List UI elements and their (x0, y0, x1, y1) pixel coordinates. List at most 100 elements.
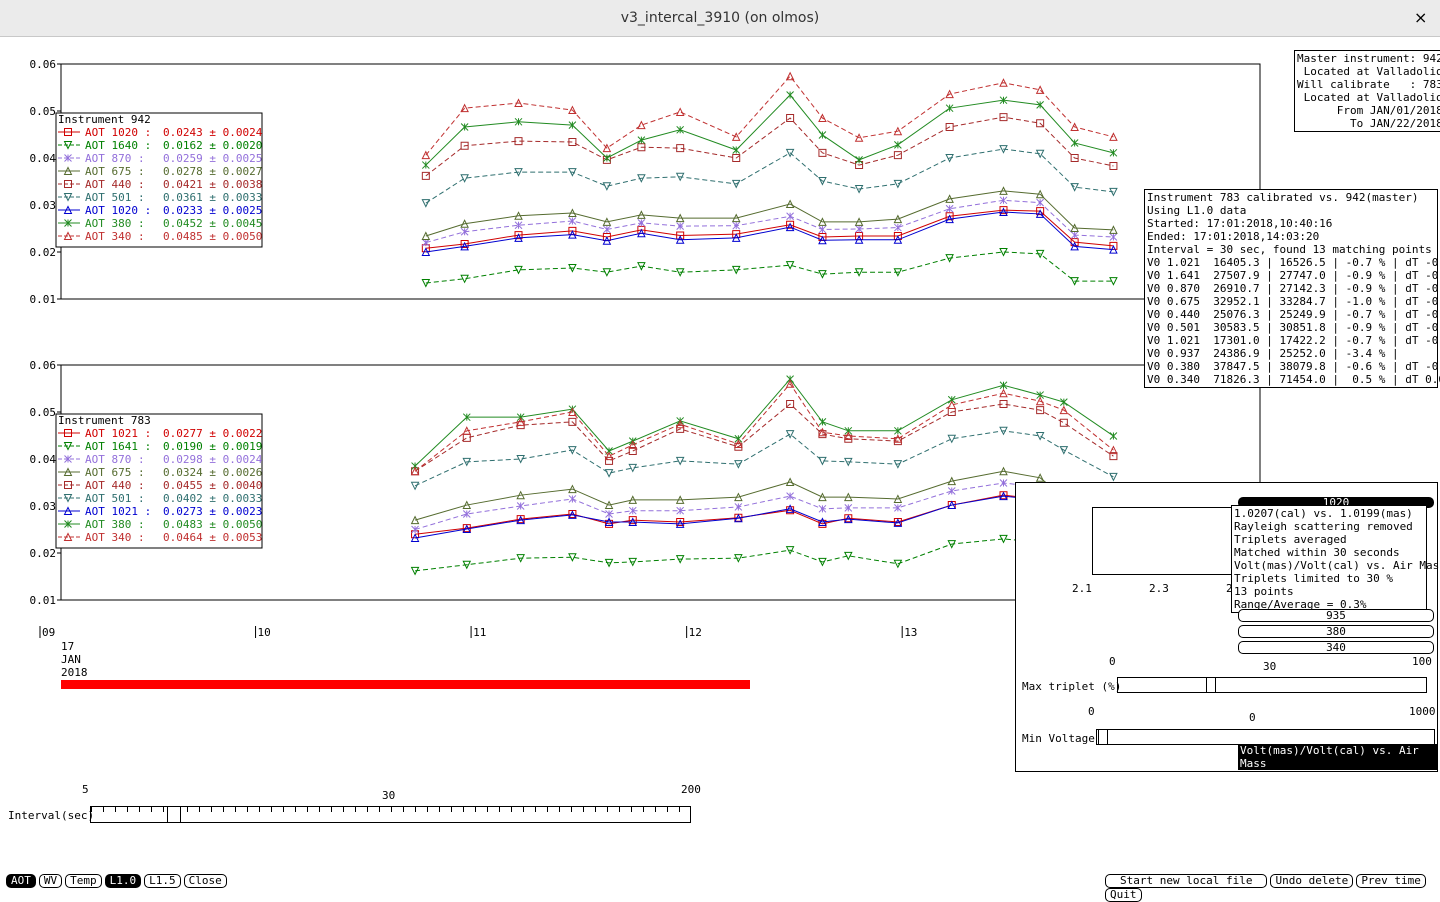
marker (945, 254, 954, 263)
marker (637, 136, 646, 144)
marker (568, 229, 577, 239)
selected-item[interactable]: 1020 (1238, 497, 1434, 508)
marker (893, 460, 903, 469)
button[interactable]: L1.0 (104, 874, 142, 888)
calib-line: Using L1.0 data (1147, 204, 1247, 217)
legend-stat: 0.0162 ± 0.0020 (163, 139, 262, 152)
marker (843, 514, 853, 524)
right-buttons: Start new local file Undo delete Prev time… (1105, 874, 1440, 902)
slider[interactable] (1117, 677, 1427, 693)
marker (637, 262, 646, 271)
marker (1070, 122, 1079, 131)
marker (462, 524, 472, 534)
marker (854, 133, 864, 142)
marker (1036, 101, 1044, 109)
marker (421, 171, 430, 180)
marker (1109, 241, 1118, 250)
interval-slider[interactable] (90, 806, 691, 823)
marker (945, 122, 954, 131)
marker (676, 125, 685, 134)
button[interactable]: Close (183, 874, 227, 888)
button[interactable]: Temp (65, 874, 102, 888)
marker (1035, 149, 1045, 159)
marker (462, 433, 471, 442)
time-range-bar (61, 680, 750, 689)
marker (1036, 207, 1045, 216)
legend-stat: 0.0361 ± 0.0033 (163, 191, 262, 204)
marker (514, 211, 523, 220)
marker (734, 460, 743, 469)
marker (628, 557, 638, 567)
marker (568, 226, 577, 235)
marker (818, 504, 827, 513)
marker (999, 196, 1008, 205)
marker (675, 555, 685, 564)
list-item[interactable]: 340 (1238, 641, 1434, 654)
button[interactable]: Start new local file (1105, 874, 1268, 888)
marker (1036, 119, 1045, 128)
marker (460, 240, 469, 249)
legend-name: AOT 1020 : (85, 126, 151, 139)
list-item[interactable]: 380 (1238, 625, 1434, 638)
marker (676, 506, 685, 515)
marker (568, 105, 577, 115)
slider-label: Min Voltage (1022, 732, 1095, 745)
marker (734, 439, 743, 448)
calib-line: V0 1.641 27507.9 | 27747.0 | -0.9 % | dT… (1147, 269, 1440, 282)
marker (676, 424, 685, 433)
info-line: 1.0207(cal) vs. 1.0199(mas) (1234, 507, 1413, 520)
marker (568, 138, 577, 147)
legend-stat: 0.0483 ± 0.0050 (163, 518, 262, 531)
slider[interactable] (1096, 729, 1435, 745)
marker (893, 126, 903, 136)
marker (604, 451, 614, 461)
marker (516, 490, 525, 500)
marker (818, 517, 827, 526)
calib-line: Instrument 783 calibrated vs. 942(master… (1147, 191, 1419, 204)
series-line (425, 199, 1114, 244)
list-item[interactable]: 935 (1238, 609, 1434, 622)
legend-stat: 0.0259 ± 0.0025 (163, 152, 262, 165)
marker (603, 225, 611, 234)
x-tick-label: 13 (904, 626, 917, 639)
interval-tick: 5 (82, 783, 89, 796)
marker (893, 518, 903, 527)
legend-marker (64, 219, 72, 227)
master-box: Master instrument: 942 Located at Vallado… (1294, 50, 1440, 132)
marker (945, 214, 954, 224)
marker (854, 268, 864, 277)
button[interactable]: Undo delete (1270, 874, 1354, 888)
legend-box (55, 112, 263, 248)
y-tick-label: 0.03 (30, 199, 57, 212)
info-line: 13 points (1234, 585, 1294, 598)
marker (786, 212, 794, 221)
marker (462, 500, 472, 510)
marker (818, 492, 827, 502)
marker (999, 207, 1008, 217)
marker (675, 107, 685, 116)
marker (893, 494, 903, 503)
marker (818, 235, 827, 245)
close-icon[interactable]: × (1414, 8, 1428, 27)
button[interactable]: L1.5 (144, 874, 181, 888)
marker (999, 381, 1008, 390)
marker (676, 144, 685, 153)
slider-tick: 0 (1109, 655, 1116, 668)
marker (734, 503, 743, 511)
button[interactable]: AOT (6, 874, 36, 888)
marker (731, 265, 741, 275)
marker (1109, 472, 1118, 482)
marker (1109, 225, 1118, 234)
calib-line: V0 0.501 30583.5 | 30851.8 | -0.9 % | dT… (1147, 321, 1440, 334)
button[interactable]: WV (38, 874, 63, 888)
marker (999, 534, 1008, 544)
marker (460, 274, 469, 284)
info-line: Triplets averaged (1234, 533, 1347, 546)
marker (999, 113, 1008, 122)
series-line (414, 382, 1114, 472)
marker (947, 400, 957, 409)
button[interactable]: Prev time (1356, 874, 1426, 888)
marker (628, 517, 638, 526)
series-line (414, 470, 1114, 521)
marker (893, 268, 903, 277)
